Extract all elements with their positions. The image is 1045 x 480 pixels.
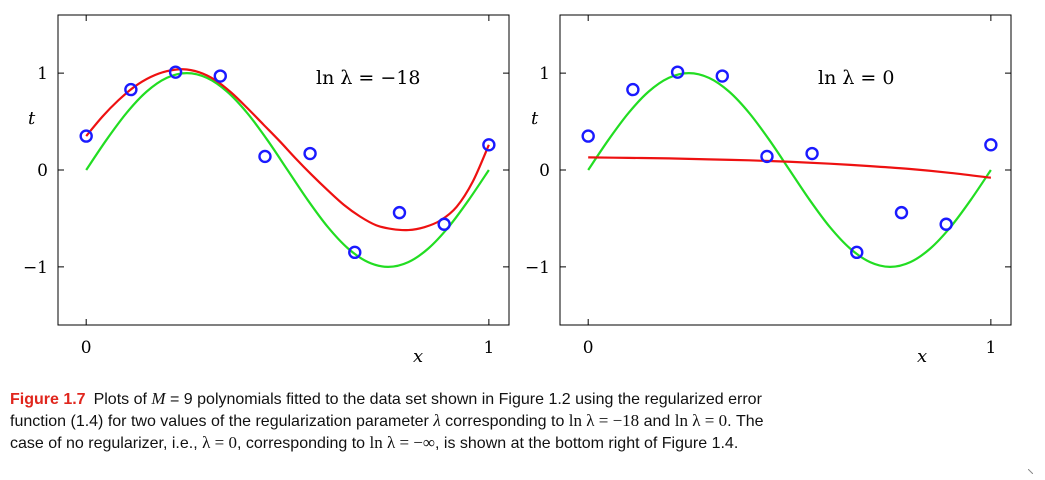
y-axis-label: t [28,108,36,129]
data-point [258,149,272,164]
data-point [482,138,496,152]
caption-text: function (1.4) for two values of the reg… [10,413,434,430]
data-point [348,245,362,260]
axis-ticks: −1 0 1 0 1 [23,15,509,358]
caption-text: case of no regularizer, i.e., [10,435,203,452]
data-point [894,205,909,220]
y-tick-label: 1 [539,64,550,84]
data-point [79,129,93,143]
x-axis-label: x [917,346,927,367]
series-group [587,72,992,268]
data-point [437,217,451,231]
figure-caption: Figure 1.7 Plots of M = 9 polynomials fit… [10,388,1040,454]
data-point [715,69,729,83]
caption-text: and [639,413,675,430]
data-point [626,82,640,97]
data-point [805,146,819,161]
data-points [581,65,998,260]
y-axis-label: t [531,108,539,129]
corner-mark [1028,469,1033,474]
caption-line-2: function (1.4) for two values of the reg… [10,410,1040,432]
x-tick-label: 0 [81,338,92,358]
y-tick-label: 1 [37,64,48,84]
math-ln-lambda-neg18: ln λ = −18 [568,411,640,430]
green-curve-sin [85,72,490,268]
red-curve-fit [588,156,992,179]
data-point [168,65,183,79]
axis-ticks: −1 0 1 0 1 [525,15,1011,358]
green-curve-sin [587,72,992,268]
annotation: ln λ = −18 [316,67,421,89]
data-point [939,217,953,231]
left-plot: −1 0 1 0 1 ln λ = −18 t x [23,14,510,367]
math-lambda-0: λ = 0 [202,433,237,452]
data-points [79,65,496,260]
data-point [213,69,227,83]
plot-frame [57,14,510,326]
data-point [392,205,407,220]
red-curve-fit [85,68,490,232]
data-point [670,65,685,79]
math-lambda: λ [433,411,441,430]
caption-line-3: case of no regularizer, i.e., λ = 0, cor… [10,432,1040,454]
series-group [85,68,490,268]
annotation: ln λ = 0 [818,67,894,89]
y-tick-label: 0 [539,161,550,181]
figure-plots: −1 0 1 0 1 ln λ = −18 t x −1 0 1 0 1 ln λ = 0 t … [23,14,1012,367]
x-axis-label: x [413,346,423,367]
math-M: M [151,389,166,408]
data-point [984,138,998,152]
figure-label: Figure 1.7 [10,391,86,408]
y-tick-label: −1 [525,258,550,278]
plot-frame [559,14,1012,326]
y-tick-label: 0 [37,161,48,181]
caption-text: . The [727,413,764,430]
y-tick-label: −1 [23,258,48,278]
caption-text: Plots of [93,391,152,408]
right-plot: −1 0 1 0 1 ln λ = 0 t x [525,14,1012,367]
x-tick-label: 1 [985,338,996,358]
data-point [850,245,864,260]
math-ln-lambda-neg-inf: ln λ = −∞ [369,433,435,452]
caption-text: , is shown at the bottom right of Figure… [435,435,739,452]
x-tick-label: 1 [483,338,494,358]
caption-text: = 9 polynomials fitted to the data set s… [165,391,762,408]
caption-text: corresponding to [440,413,569,430]
data-point [760,149,774,164]
data-point [124,82,138,97]
caption-line-1: Figure 1.7 Plots of M = 9 polynomials fit… [10,388,1040,410]
caption-text: , corresponding to [236,435,370,452]
math-ln-lambda-0: ln λ = 0 [674,411,728,430]
x-tick-label: 0 [583,338,594,358]
data-point [303,146,317,161]
data-point [581,129,595,143]
